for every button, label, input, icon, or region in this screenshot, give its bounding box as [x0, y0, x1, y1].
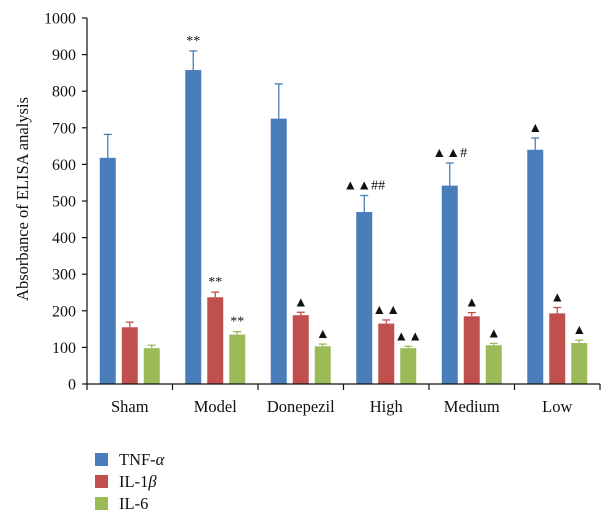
y-tick-layer: 0 100 200 300 400 500 600 700 800 900 1000	[44, 11, 87, 394]
significance-marker: ▲	[528, 121, 542, 136]
significance-marker: **	[186, 34, 200, 49]
y-axis-title: Absorbance of ELISA analysis	[13, 97, 32, 301]
bar	[571, 343, 588, 384]
y-tick-label: 600	[52, 157, 76, 174]
legend-swatch	[95, 475, 108, 488]
y-tick-label: 0	[68, 377, 76, 394]
y-tick-label: 300	[52, 267, 76, 284]
category-label: Model	[194, 397, 237, 416]
bar	[207, 297, 224, 384]
legend-label-greek: β	[147, 472, 157, 491]
category-label: Donepezil	[267, 397, 335, 416]
legend-swatch	[95, 497, 108, 510]
significance-marker: ▲	[550, 291, 564, 306]
y-tick-label: 700	[52, 120, 76, 137]
legend-swatch	[95, 453, 108, 466]
bar	[185, 69, 202, 385]
significance-marker: ▲▲	[394, 329, 422, 344]
legend-label-greek: α	[156, 450, 165, 469]
significance-marker: ▲▲##	[343, 179, 385, 194]
bar	[463, 316, 480, 384]
y-tick-label: 400	[52, 230, 76, 247]
bars-layer	[99, 50, 588, 385]
bar	[143, 348, 160, 384]
y-tick-label: 1000	[44, 11, 76, 28]
bar	[400, 348, 417, 384]
significance-marker: ▲	[487, 326, 501, 341]
y-tick-label: 900	[52, 47, 76, 64]
y-tick-label: 100	[52, 340, 76, 357]
legend-label-base: IL-6	[119, 494, 148, 513]
significance-marker: **	[208, 275, 222, 290]
bar	[378, 323, 395, 384]
bar	[485, 345, 502, 384]
significance-marker: ▲	[465, 296, 479, 311]
bar	[356, 211, 373, 384]
bar	[549, 313, 566, 384]
bar	[229, 334, 246, 384]
significance-marker: ▲	[316, 327, 330, 342]
bar	[121, 327, 138, 384]
legend-label-base: TNF-	[119, 450, 156, 469]
legend-label-base: IL-1	[119, 472, 148, 491]
annotation-layer: **▲▲##▲▲#▲**▲▲▲ ▲ ▲**▲ ▲▲ ▲ ▲	[186, 34, 586, 344]
legend-label: IL-6	[119, 494, 148, 513]
bar	[527, 149, 544, 384]
category-label: High	[370, 397, 404, 416]
y-tick-label: 800	[52, 84, 76, 101]
category-label: Sham	[111, 397, 149, 416]
significance-marker: ▲▲#	[432, 146, 467, 161]
bar	[292, 315, 309, 384]
bar	[99, 157, 116, 384]
category-label: Low	[542, 397, 572, 416]
axes-layer	[86, 18, 600, 385]
category-label-layer: Sham Model Donepezil High Medium Low	[86, 384, 601, 416]
significance-marker: ▲▲	[372, 303, 400, 318]
bar	[314, 346, 331, 384]
significance-marker: **	[230, 315, 244, 330]
category-label: Medium	[444, 397, 500, 416]
legend-label: IL-1β	[119, 472, 157, 491]
y-tick-label: 200	[52, 303, 76, 320]
significance-marker: ▲	[572, 323, 586, 338]
significance-marker: ▲	[294, 295, 308, 310]
y-tick-label: 500	[52, 194, 76, 211]
legend: TNF-α IL-1β IL-6	[95, 450, 165, 513]
bar	[441, 185, 458, 384]
legend-label: TNF-α	[119, 450, 165, 469]
bar	[270, 118, 287, 385]
